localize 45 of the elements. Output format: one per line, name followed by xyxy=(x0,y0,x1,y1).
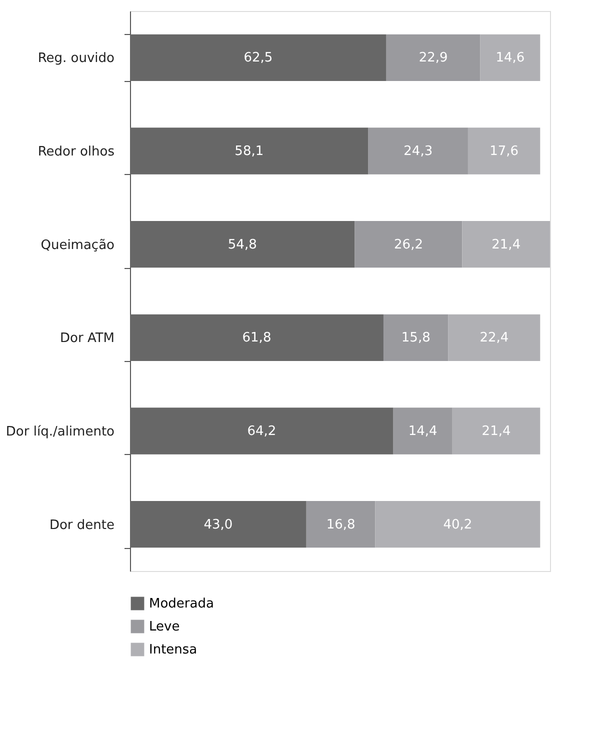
legend-label: Intensa xyxy=(149,642,198,658)
data-label: 54,8 xyxy=(228,237,257,252)
bar xyxy=(393,408,452,454)
data-label: 43,0 xyxy=(204,517,233,532)
bar xyxy=(468,128,540,174)
bar xyxy=(306,501,376,548)
bar xyxy=(375,501,540,548)
data-label: 26,2 xyxy=(394,237,423,252)
data-label: 64,2 xyxy=(247,424,276,439)
data-label: 40,2 xyxy=(443,517,472,532)
data-label: 14,4 xyxy=(408,424,438,439)
y-tick-label: Dor dente xyxy=(49,518,114,533)
data-label: 16,8 xyxy=(326,517,356,532)
bar xyxy=(130,501,306,548)
data-label: 61,8 xyxy=(242,330,272,346)
bar xyxy=(386,34,480,81)
y-tick-label: Queimação xyxy=(40,238,115,253)
data-label: 21,4 xyxy=(492,237,521,252)
data-label: 24,3 xyxy=(404,144,433,159)
y-tick-label: Dor líq./alimento xyxy=(6,424,115,440)
bar xyxy=(130,34,386,81)
bar xyxy=(448,314,540,361)
data-label: 21,4 xyxy=(482,424,511,439)
bar xyxy=(130,408,394,454)
legend-label: Moderada xyxy=(149,596,214,612)
bar xyxy=(383,314,448,361)
y-tick-label: Redor olhos xyxy=(38,144,115,160)
bar xyxy=(130,221,355,268)
y-tick-label: Reg. ouvido xyxy=(38,51,115,66)
legend-label: Leve xyxy=(149,620,180,634)
bar xyxy=(462,221,550,268)
data-label: 17,6 xyxy=(490,144,519,159)
data-label: 14,6 xyxy=(496,50,525,66)
y-tick-label: Dor ATM xyxy=(60,331,114,346)
data-label: 15,8 xyxy=(401,330,430,346)
bar xyxy=(368,128,468,174)
data-label: 58,1 xyxy=(234,144,264,159)
bar xyxy=(130,128,368,174)
bar xyxy=(480,34,540,81)
bar xyxy=(452,408,540,454)
bar xyxy=(130,314,384,361)
bar xyxy=(354,221,462,268)
data-label: 22,4 xyxy=(480,330,509,346)
data-label: 22,9 xyxy=(418,50,448,66)
data-label: 62,5 xyxy=(244,50,273,66)
